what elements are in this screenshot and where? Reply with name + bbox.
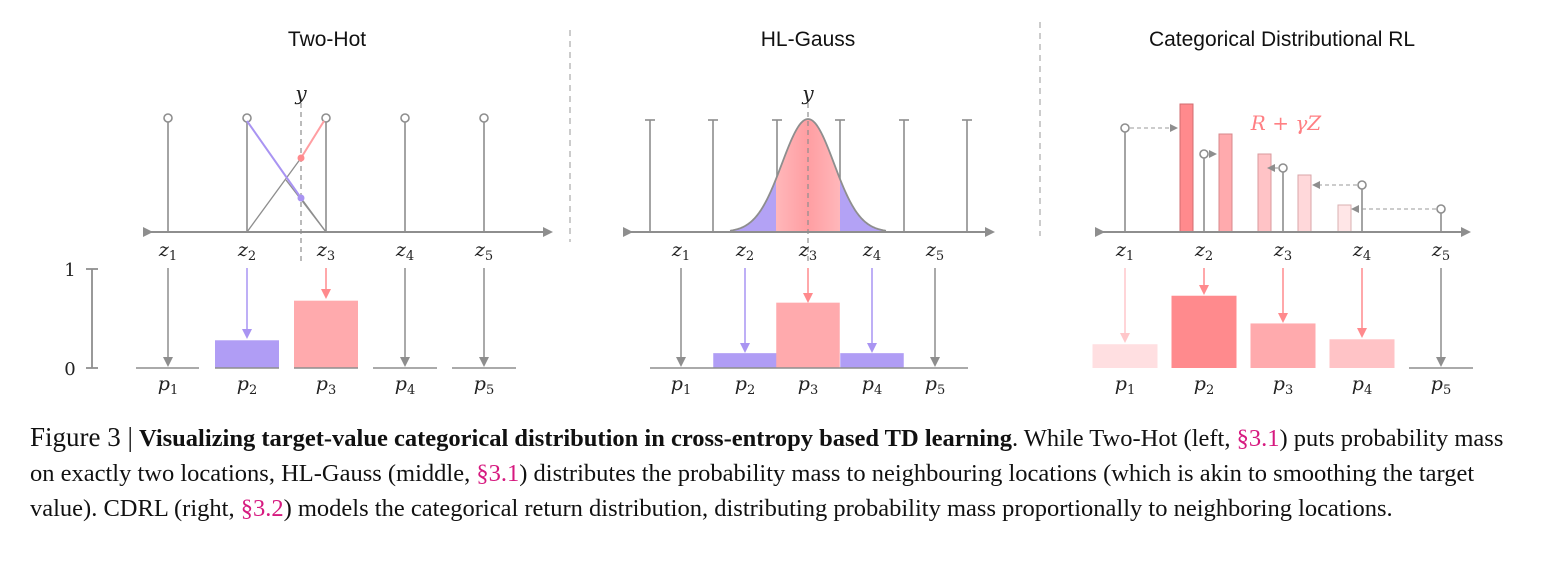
prob-label: p1 (1115, 373, 1135, 398)
bars-cdrl (1092, 295, 1395, 368)
atom-label: z3 (798, 239, 817, 264)
prob-label: p4 (862, 373, 882, 398)
probability-axis: 1 0 (64, 260, 98, 380)
atom-label: z1 (1115, 239, 1134, 264)
prob-label: p3 (316, 373, 336, 398)
atom-label: z3 (316, 239, 335, 264)
figure-caption: Figure 3 | Visualizing target-value cate… (30, 420, 1520, 526)
prob-bar (215, 340, 279, 368)
bellman-target-label: R + γZ (1250, 111, 1322, 135)
prob-label: p4 (1352, 373, 1372, 398)
prob-bar (1092, 344, 1158, 368)
atom-label: z5 (925, 239, 944, 264)
target-y-label: y (801, 81, 814, 105)
section-ref-link[interactable]: §3.2 (240, 495, 284, 522)
atom-label: z5 (1431, 239, 1450, 264)
target-y-label: y (294, 81, 307, 105)
prob-bar (713, 353, 777, 368)
figure-label: Figure 3 | (30, 422, 133, 452)
atom-label: z1 (158, 239, 177, 264)
prob-label: p1 (158, 373, 178, 398)
prob-label: p4 (395, 373, 415, 398)
panel-title-two-hot: Two-Hot (288, 28, 366, 51)
caption-text: ) distributes the probability mass to ne… (30, 460, 1475, 522)
prob-label: p2 (1194, 373, 1214, 398)
section-ref-link[interactable]: §3.1 (476, 460, 520, 487)
atom-label: z1 (671, 239, 690, 264)
prob-bar (840, 353, 904, 368)
panel-title-cdrl: Categorical Distributional RL (1149, 28, 1415, 51)
prob-bar (294, 300, 358, 368)
prob-label: p5 (925, 373, 945, 398)
atom-label: z2 (237, 239, 256, 264)
prob-label: p3 (798, 373, 818, 398)
axis-tick-one: 1 (64, 260, 75, 281)
caption-text: . While Two-Hot (left, (1011, 425, 1237, 452)
prob-bar (1329, 339, 1395, 368)
panel-two-hot: y z1 z2 z3 z4 z5 p1 p2 p3 p4 p (136, 81, 553, 398)
prob-label: p5 (1431, 373, 1451, 398)
prob-bar (776, 302, 840, 368)
prob-label: p2 (237, 373, 257, 398)
prob-label: p1 (671, 373, 691, 398)
atom-label: z2 (1194, 239, 1213, 264)
panel-title-hl-gauss: HL-Gauss (761, 28, 856, 51)
prob-label: p3 (1273, 373, 1293, 398)
axis-tick-zero: 0 (64, 359, 75, 380)
bars-two-hot (215, 300, 358, 368)
panel-cdrl: R + γZ z1 z2 z3 z4 z5 p1 p2 p3 p4 p5 (1092, 103, 1473, 398)
section-ref-link[interactable]: §3.1 (1236, 425, 1280, 452)
atom-label: z4 (395, 239, 414, 264)
prob-bar (1171, 295, 1237, 368)
caption-text: ) models the categorical return distribu… (283, 495, 1393, 522)
atom-label: z2 (735, 239, 754, 264)
panel-hl-gauss: y z1 z2 z3 z4 z5 p1 p2 p3 p4 p5 (623, 81, 995, 398)
atom-label: z4 (862, 239, 881, 264)
caption-title: Visualizing target-value categorical dis… (139, 425, 1012, 452)
prob-label: p2 (735, 373, 755, 398)
caption-text: ) puts probability mass on exactly two l… (30, 425, 1504, 487)
prob-bar (1250, 323, 1316, 368)
prob-label: p5 (474, 373, 494, 398)
atom-label: z4 (1352, 239, 1371, 264)
atom-label: z5 (474, 239, 493, 264)
atom-label: z3 (1273, 239, 1292, 264)
bars-hl-gauss (713, 302, 904, 368)
figure-diagram: Two-Hot HL-Gauss Categorical Distributio… (64, 22, 1473, 398)
